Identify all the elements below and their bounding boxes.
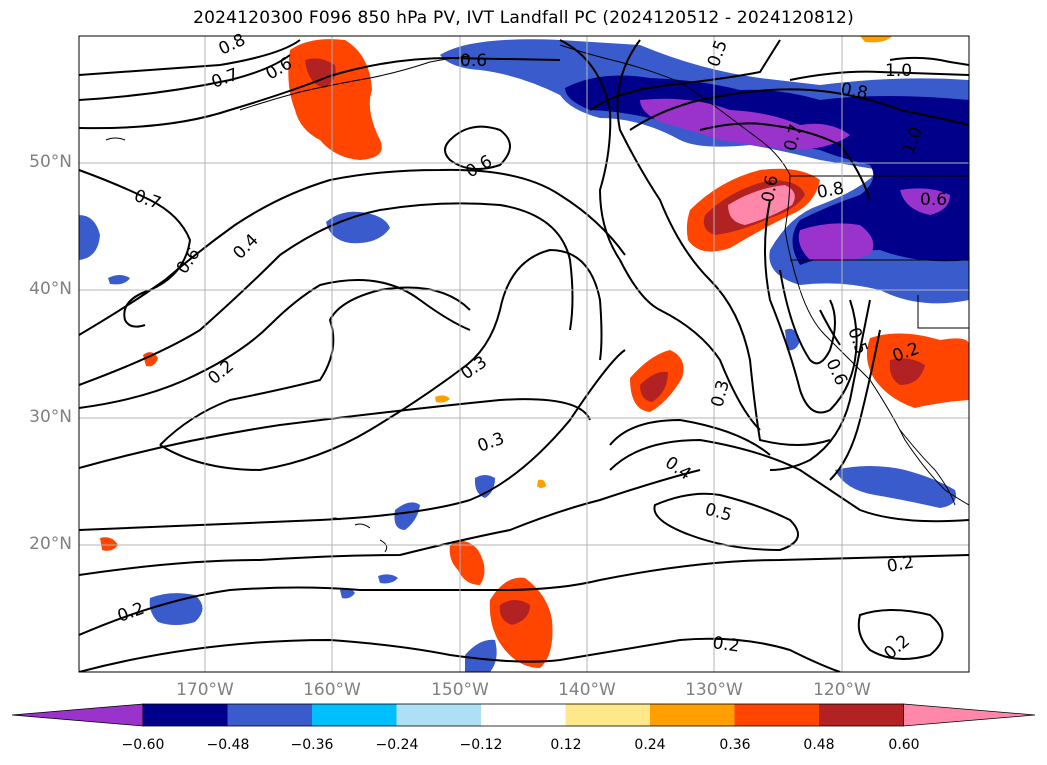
- contour-label: 0.2: [115, 599, 147, 627]
- contour-label: 0.6: [173, 244, 205, 278]
- colorbar-swatch: [481, 704, 566, 726]
- colorbar-tick: −0.60: [121, 737, 165, 753]
- lat-label-30n: 30°N: [29, 407, 72, 427]
- colorbar-swatch: [143, 704, 228, 726]
- colorbar-swatch: [396, 704, 482, 726]
- colorbar-tick: 0.48: [803, 737, 835, 753]
- colorbar-tick: 0.60: [888, 737, 920, 753]
- lon-label-150w: 150°W: [431, 680, 489, 700]
- contour-label: 0.2: [204, 356, 238, 389]
- colorbar-tick: 0.24: [634, 737, 666, 753]
- colorbar-extend-high: [903, 703, 1036, 727]
- map-field: [79, 36, 969, 672]
- map-frame: [78, 35, 970, 673]
- contour-label: 0.8: [216, 30, 249, 60]
- colorbar-swatch: [819, 704, 904, 726]
- colorbar: [11, 703, 1036, 727]
- map-title: 2024120300 F096 850 hPa PV, IVT Landfall…: [193, 8, 854, 28]
- contour-label: 0.3: [457, 352, 491, 384]
- colorbar-swatch: [565, 704, 651, 726]
- colorbar-extend-low: [11, 703, 144, 727]
- colorbar-tick: −0.24: [375, 737, 419, 753]
- lon-label-160w: 160°W: [303, 680, 361, 700]
- contour-label: 0.3: [708, 378, 734, 409]
- lon-label-140w: 140°W: [558, 680, 616, 700]
- colorbar-swatch: [734, 704, 820, 726]
- contour-label: 0.6: [463, 151, 496, 182]
- contour-label: 0.6: [821, 356, 851, 389]
- colorbar-tick: −0.48: [206, 737, 250, 753]
- colorbar-swatch: [650, 704, 735, 726]
- colorbar-tick: −0.36: [290, 737, 334, 753]
- contour-label: 0.2: [711, 633, 741, 657]
- contour-label: 0.7: [131, 186, 163, 214]
- contour-label: 0.5: [703, 500, 734, 526]
- lat-label-20n: 20°N: [29, 534, 72, 554]
- colorbar-swatch: [227, 704, 313, 726]
- contour-label: 0.7: [209, 65, 241, 93]
- contour-label: 0.8: [815, 179, 845, 203]
- lat-label-50n: 50°N: [29, 152, 72, 172]
- gridlines: [79, 36, 969, 672]
- colorbar-tick: −0.12: [459, 737, 503, 753]
- contour-label: 0.4: [229, 230, 262, 263]
- contour-label: 0.5: [704, 37, 732, 69]
- colorbar-tick: 0.36: [719, 737, 751, 753]
- contour-label: 0.6: [758, 174, 782, 204]
- contour-label: 0.8: [839, 79, 869, 103]
- pv-contours: [79, 39, 969, 672]
- lon-label-170w: 170°W: [176, 680, 234, 700]
- contour-label: 0.6: [920, 190, 947, 210]
- contour-label: 0.3: [475, 429, 507, 457]
- contour-label: 1.0: [885, 61, 912, 81]
- contour-label: 0.6: [460, 51, 487, 71]
- colorbar-swatch: [312, 704, 397, 726]
- lon-label-130w: 130°W: [685, 680, 743, 700]
- lon-label-120w: 120°W: [813, 680, 871, 700]
- contour-label: 0.2: [885, 553, 915, 577]
- coastlines: [105, 44, 969, 553]
- lat-label-40n: 40°N: [29, 279, 72, 299]
- ivt-negative-fills: [79, 39, 969, 672]
- colorbar-frame: [142, 703, 904, 727]
- ivt-positive-fills: [100, 36, 969, 668]
- colorbar-tick: 0.12: [550, 737, 582, 753]
